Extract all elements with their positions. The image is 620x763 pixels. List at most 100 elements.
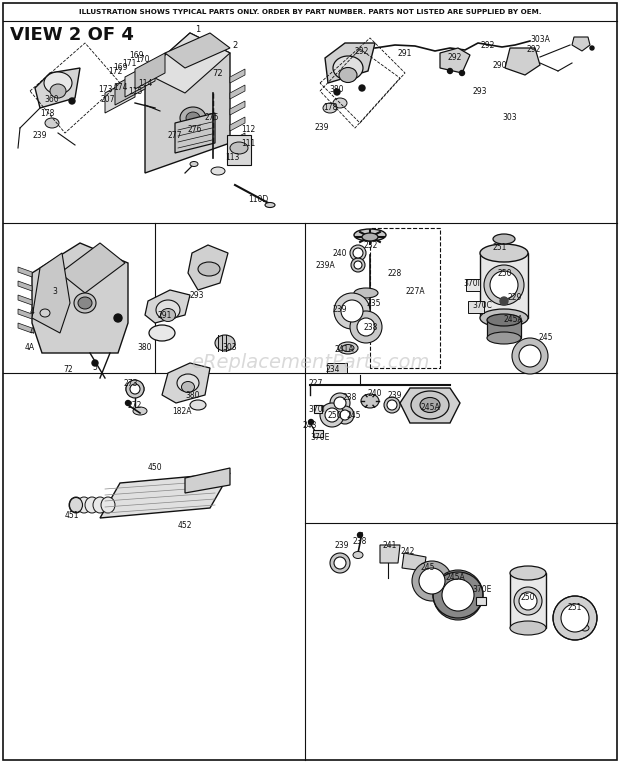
Ellipse shape xyxy=(510,566,546,580)
Polygon shape xyxy=(230,133,245,147)
Bar xyxy=(327,363,347,373)
Text: 370E: 370E xyxy=(311,433,330,442)
Text: 113: 113 xyxy=(225,153,239,163)
Text: 292: 292 xyxy=(481,40,495,50)
Ellipse shape xyxy=(182,382,195,392)
Circle shape xyxy=(359,85,365,91)
Text: 239: 239 xyxy=(333,305,347,314)
Text: 170: 170 xyxy=(135,56,149,65)
Circle shape xyxy=(130,384,140,394)
Polygon shape xyxy=(60,243,125,293)
Circle shape xyxy=(514,587,542,615)
Ellipse shape xyxy=(215,335,235,351)
Circle shape xyxy=(354,261,362,269)
Text: 380: 380 xyxy=(330,85,344,95)
Text: 291: 291 xyxy=(398,49,412,57)
Text: 235: 235 xyxy=(367,298,381,307)
Polygon shape xyxy=(188,245,228,290)
Polygon shape xyxy=(165,33,230,68)
Circle shape xyxy=(114,314,122,322)
Ellipse shape xyxy=(581,625,589,631)
Bar xyxy=(314,405,322,413)
Circle shape xyxy=(334,89,340,95)
Ellipse shape xyxy=(323,103,337,113)
Text: 172: 172 xyxy=(108,66,122,76)
Ellipse shape xyxy=(420,398,440,413)
Ellipse shape xyxy=(480,309,528,327)
Ellipse shape xyxy=(44,72,72,94)
Circle shape xyxy=(330,393,350,413)
Ellipse shape xyxy=(177,374,199,392)
Polygon shape xyxy=(162,363,210,403)
Polygon shape xyxy=(135,53,165,89)
Polygon shape xyxy=(230,101,245,115)
Ellipse shape xyxy=(198,262,220,276)
Text: 239: 239 xyxy=(33,130,47,140)
Text: 72: 72 xyxy=(63,365,73,374)
Text: 115: 115 xyxy=(128,86,142,95)
Ellipse shape xyxy=(77,497,91,513)
Text: 238: 238 xyxy=(364,324,378,333)
Text: 250: 250 xyxy=(328,410,342,420)
Circle shape xyxy=(358,533,363,537)
Text: 370I: 370I xyxy=(464,278,480,288)
Text: eReplacementParts.com: eReplacementParts.com xyxy=(191,353,429,372)
Ellipse shape xyxy=(333,56,363,80)
Text: 174: 174 xyxy=(113,82,127,92)
Text: 251: 251 xyxy=(568,604,582,613)
Ellipse shape xyxy=(411,391,449,419)
Circle shape xyxy=(387,400,397,410)
Text: 380: 380 xyxy=(138,343,153,352)
Ellipse shape xyxy=(45,118,59,128)
Circle shape xyxy=(126,380,144,398)
Ellipse shape xyxy=(493,234,515,244)
Text: 303: 303 xyxy=(503,114,517,123)
Text: 370I: 370I xyxy=(309,405,326,414)
Text: VIEW 2 OF 4: VIEW 2 OF 4 xyxy=(10,26,134,44)
Text: 111: 111 xyxy=(241,139,255,147)
Circle shape xyxy=(340,410,350,420)
Polygon shape xyxy=(175,113,215,153)
Polygon shape xyxy=(145,33,230,173)
Text: 239A: 239A xyxy=(315,262,335,271)
Bar xyxy=(313,430,323,437)
Circle shape xyxy=(334,557,346,569)
Polygon shape xyxy=(440,48,470,73)
Text: 169: 169 xyxy=(129,50,143,60)
Ellipse shape xyxy=(211,167,225,175)
Circle shape xyxy=(334,397,346,409)
Text: 72: 72 xyxy=(213,69,223,78)
Circle shape xyxy=(448,69,453,73)
Text: 251: 251 xyxy=(493,243,507,253)
Ellipse shape xyxy=(74,293,96,313)
Text: 245A: 245A xyxy=(420,403,440,411)
Circle shape xyxy=(500,297,508,305)
Ellipse shape xyxy=(69,497,83,513)
Text: 178: 178 xyxy=(323,104,337,112)
Circle shape xyxy=(512,338,548,374)
Polygon shape xyxy=(400,388,460,423)
Ellipse shape xyxy=(510,621,546,635)
Text: 1: 1 xyxy=(195,25,201,34)
Circle shape xyxy=(490,271,518,299)
Text: 207: 207 xyxy=(100,95,115,105)
Ellipse shape xyxy=(93,497,107,513)
Polygon shape xyxy=(115,69,145,105)
Text: 238: 238 xyxy=(343,392,357,401)
Ellipse shape xyxy=(69,497,82,513)
Text: 245A: 245A xyxy=(503,314,523,324)
Polygon shape xyxy=(125,61,155,97)
Text: 245: 245 xyxy=(421,562,435,571)
Bar xyxy=(510,573,546,628)
Polygon shape xyxy=(230,69,245,83)
Circle shape xyxy=(357,318,375,336)
Text: 370E: 370E xyxy=(472,584,492,594)
Ellipse shape xyxy=(126,381,144,397)
Circle shape xyxy=(125,401,130,405)
Polygon shape xyxy=(32,253,70,333)
Ellipse shape xyxy=(487,332,521,344)
Circle shape xyxy=(442,579,474,611)
Circle shape xyxy=(325,408,339,422)
Polygon shape xyxy=(32,243,128,353)
Text: 292: 292 xyxy=(448,53,462,62)
